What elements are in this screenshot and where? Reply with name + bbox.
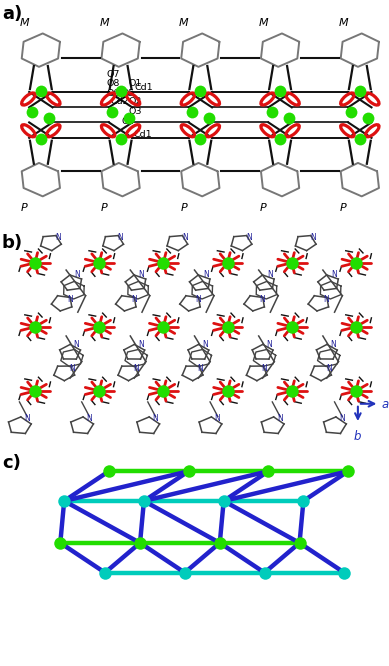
Text: N: N	[69, 364, 75, 373]
Text: N: N	[118, 233, 123, 242]
Text: O7: O7	[106, 71, 119, 79]
Text: N: N	[139, 270, 144, 279]
Text: N: N	[277, 414, 283, 423]
Text: N: N	[24, 414, 30, 423]
Text: N: N	[262, 364, 267, 373]
Text: $b$: $b$	[353, 430, 361, 444]
Text: N: N	[195, 295, 201, 304]
Text: $P$: $P$	[100, 200, 109, 212]
Text: N: N	[266, 340, 272, 349]
Text: N: N	[246, 233, 252, 242]
Text: N: N	[339, 414, 345, 423]
Text: $P$: $P$	[259, 200, 268, 212]
Text: O1: O1	[128, 79, 142, 89]
Text: $a$: $a$	[381, 398, 389, 412]
Text: Cd2: Cd2	[111, 97, 130, 107]
Text: N: N	[56, 233, 61, 242]
Text: N: N	[67, 295, 73, 304]
Text: N: N	[215, 414, 221, 423]
Text: N: N	[133, 364, 139, 373]
Text: N: N	[75, 270, 80, 279]
Text: $M$: $M$	[98, 16, 110, 28]
Text: N: N	[182, 233, 187, 242]
Text: b): b)	[2, 234, 23, 252]
Text: N: N	[259, 295, 265, 304]
Text: N: N	[326, 364, 331, 373]
Text: Cd1: Cd1	[135, 83, 154, 92]
Text: $M$: $M$	[19, 16, 30, 28]
Text: O8: O8	[106, 79, 119, 89]
Text: O6: O6	[106, 89, 119, 98]
Text: O4: O4	[122, 117, 135, 126]
Text: a): a)	[2, 5, 22, 23]
Text: N: N	[202, 340, 208, 349]
Text: N: N	[131, 295, 137, 304]
Text: N: N	[152, 414, 158, 423]
Text: N: N	[330, 340, 336, 349]
Text: N: N	[310, 233, 316, 242]
Text: Cd1: Cd1	[133, 130, 152, 139]
Text: N: N	[267, 270, 273, 279]
Text: $M$: $M$	[338, 16, 349, 28]
Text: $P$: $P$	[20, 200, 29, 212]
Text: N: N	[86, 414, 92, 423]
Text: N: N	[74, 340, 79, 349]
Text: N: N	[138, 340, 144, 349]
Text: N: N	[198, 364, 203, 373]
Text: $P$: $P$	[180, 200, 188, 212]
Text: $M$: $M$	[258, 16, 270, 28]
Text: c): c)	[2, 454, 21, 472]
Text: $M$: $M$	[178, 16, 190, 28]
Text: N: N	[203, 270, 209, 279]
Text: N: N	[331, 270, 337, 279]
Text: O3: O3	[128, 107, 142, 116]
Text: $P$: $P$	[339, 200, 348, 212]
Text: O5: O5	[122, 89, 135, 98]
Text: N: N	[324, 295, 329, 304]
Text: O2: O2	[128, 97, 142, 107]
